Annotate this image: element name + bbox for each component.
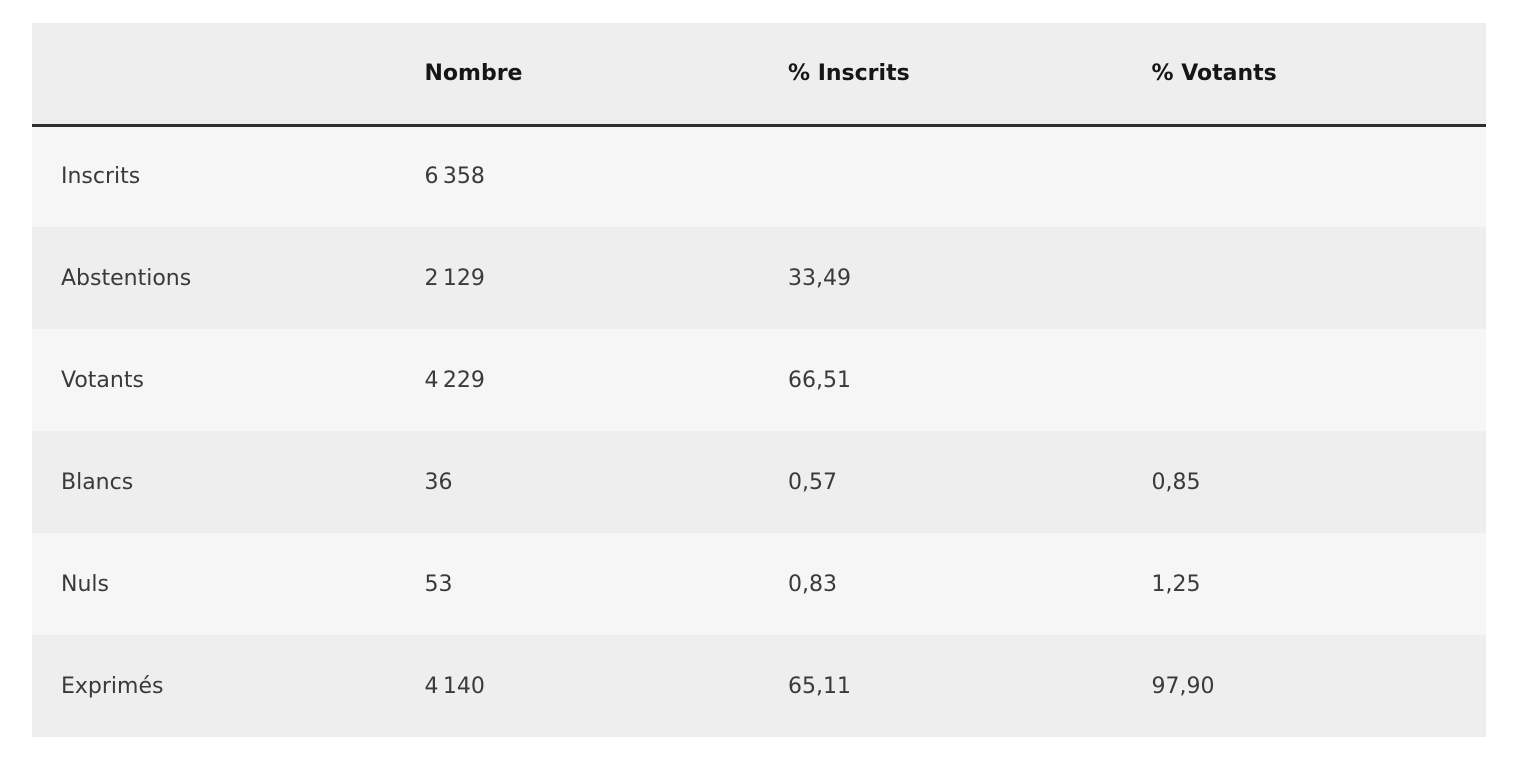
row-label: Exprimés xyxy=(61,673,164,699)
cell: 0,57 xyxy=(788,469,837,495)
cell: 36 xyxy=(424,469,453,495)
table-row: Inscrits 6 358 xyxy=(32,125,1486,227)
table-row: Votants 4 229 66,51 xyxy=(32,329,1486,431)
table-row: Abstentions 2 129 33,49 xyxy=(32,227,1486,329)
header-cell: % Votants xyxy=(1151,60,1277,86)
cell: 6 358 xyxy=(424,164,485,190)
cell: 97,90 xyxy=(1151,673,1215,699)
table-row: Nuls 53 0,83 1,25 xyxy=(32,533,1486,635)
table-head: Nombre % Inscrits % Votants xyxy=(32,23,1486,125)
cell: 0,85 xyxy=(1151,469,1201,495)
row-label: Nuls xyxy=(61,571,109,597)
header-cell: % Inscrits xyxy=(788,60,910,86)
row-label: Blancs xyxy=(61,469,134,495)
table-body: Inscrits 6 358 Abstentions 2 129 33,49 Votant… xyxy=(32,125,1486,737)
cell: 4 140 xyxy=(424,673,485,699)
cell: 65,11 xyxy=(788,673,851,699)
table-row: Blancs 36 0,57 0,85 xyxy=(32,431,1486,533)
cell-empty xyxy=(1123,125,1487,227)
cell: 0,83 xyxy=(788,571,837,597)
row-label: Abstentions xyxy=(61,265,192,291)
row-label: Votants xyxy=(61,367,144,393)
table-row: Exprimés 4 140 65,11 97,90 xyxy=(32,635,1486,737)
cell-empty xyxy=(759,125,1123,227)
header-cell: Nombre xyxy=(424,60,523,86)
cell: 33,49 xyxy=(788,265,851,291)
header-cell-empty xyxy=(32,23,396,125)
cell-empty xyxy=(1123,329,1487,431)
cell: 1,25 xyxy=(1151,571,1201,597)
header-row: Nombre % Inscrits % Votants xyxy=(32,23,1486,125)
row-label: Inscrits xyxy=(61,164,141,190)
cell: 2 129 xyxy=(424,265,485,291)
results-table: Nombre % Inscrits % Votants Inscrits 6 358 A… xyxy=(32,23,1486,737)
cell: 4 229 xyxy=(424,367,485,393)
table-container: Nombre % Inscrits % Votants Inscrits 6 358 A… xyxy=(32,23,1486,737)
cell-empty xyxy=(1123,227,1487,329)
cell: 66,51 xyxy=(788,367,851,393)
cell: 53 xyxy=(424,571,453,597)
